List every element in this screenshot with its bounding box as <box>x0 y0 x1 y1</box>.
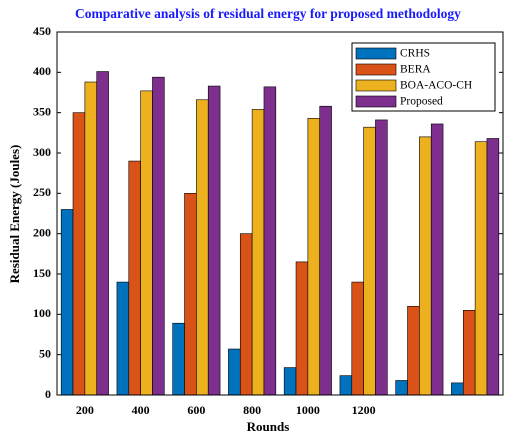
bar <box>263 86 277 396</box>
legend-label: BOA-ACO-CH <box>400 80 472 92</box>
x-tick-label: 600 <box>187 403 205 417</box>
bar <box>486 138 500 396</box>
bar <box>375 119 388 396</box>
legend-swatch <box>355 63 397 76</box>
bar <box>239 233 253 396</box>
y-tick-label: 350 <box>33 104 51 118</box>
legend-swatch <box>355 95 397 108</box>
bar <box>430 123 444 396</box>
y-tick-label: 450 <box>33 24 51 38</box>
bar <box>451 382 464 396</box>
y-tick-label: 150 <box>33 266 51 280</box>
y-tick-label: 100 <box>33 306 51 320</box>
x-tick-label: 800 <box>243 403 261 417</box>
y-tick-label: 0 <box>45 387 51 401</box>
bar <box>152 76 165 396</box>
bar <box>96 71 109 396</box>
bar <box>283 367 297 396</box>
bar <box>395 380 408 396</box>
y-axis-title: Residual Energy (Joules) <box>7 145 22 284</box>
bar <box>462 309 476 396</box>
bar <box>60 209 74 396</box>
bar <box>84 81 98 396</box>
bar <box>228 348 241 396</box>
bar <box>72 112 86 396</box>
legend-swatch <box>355 79 397 92</box>
x-tick-label: 400 <box>132 403 150 417</box>
y-tick-label: 200 <box>33 225 51 239</box>
bar <box>474 141 488 396</box>
bar <box>419 136 432 396</box>
chart-title: Comparative analysis of residual energy … <box>75 6 461 21</box>
bar <box>172 322 185 396</box>
plot-frame <box>56 31 504 396</box>
bar <box>128 160 141 396</box>
bar <box>207 85 221 396</box>
bar <box>140 90 153 396</box>
legend-label: Proposed <box>400 96 443 108</box>
legend-swatch <box>355 47 397 60</box>
bar <box>295 261 309 396</box>
bar <box>251 109 265 396</box>
x-tick-label: 200 <box>76 403 94 417</box>
x-tick-label: 1200 <box>352 403 376 417</box>
bar <box>363 126 376 396</box>
bar <box>407 305 420 396</box>
bar <box>116 281 130 396</box>
y-tick-label: 50 <box>39 346 51 360</box>
y-tick-label: 300 <box>33 145 51 159</box>
bar <box>351 281 364 396</box>
y-tick-label: 400 <box>33 64 51 78</box>
bar <box>319 105 332 396</box>
bar <box>307 118 321 396</box>
legend-label: BERA <box>400 64 431 76</box>
bar <box>196 99 209 396</box>
legend-label: CRHS <box>400 48 430 60</box>
bar <box>339 375 353 396</box>
x-axis-title: Rounds <box>247 419 290 434</box>
bar <box>184 193 197 396</box>
y-tick-label: 250 <box>33 185 51 199</box>
x-tick-label: 1000 <box>296 403 320 417</box>
